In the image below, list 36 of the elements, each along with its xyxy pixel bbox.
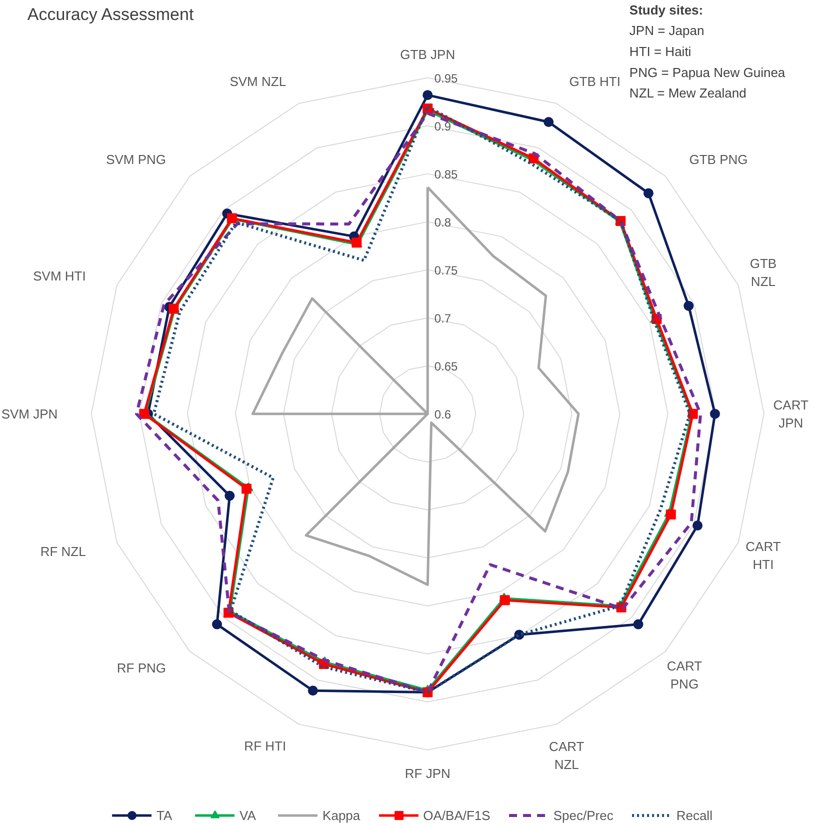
y-tick-label: 0.65	[434, 359, 458, 374]
spoke-label: SVM NZL	[230, 74, 286, 90]
spoke-label: RF JPN	[404, 766, 450, 781]
spoke-label: CART NZL	[549, 738, 584, 772]
legend-label: OA/BA/F1S	[423, 808, 490, 822]
legend-label: Recall	[676, 808, 712, 822]
spoke-label: RF PNG	[116, 660, 166, 676]
legend-label: Kappa	[322, 808, 360, 822]
y-tick-label: 0.95	[434, 71, 458, 86]
text: HTI = Haiti	[629, 44, 692, 59]
spoke-label: RF NZL	[40, 544, 86, 559]
y-tick-label: 0.85	[434, 167, 458, 182]
spoke-label: SVM PNG	[106, 152, 166, 168]
chart-title: Accuracy Assessment	[27, 5, 194, 24]
spoke-label: RF HTI	[244, 738, 286, 754]
spoke-label: GTB HTI	[569, 74, 620, 90]
spoke-label: CART HTI	[746, 538, 781, 572]
spoke-label: SVM JPN	[1, 406, 58, 422]
text: Study sites:	[629, 2, 704, 18]
spoke-label: GTB JPN	[400, 46, 456, 62]
y-tick-label: 0.6	[434, 407, 452, 422]
y-tick-label: 0.9	[434, 119, 452, 134]
spoke-label: SVM HTI	[33, 268, 86, 284]
y-tick-label: 0.75	[434, 263, 458, 278]
spoke-label: CART JPN	[773, 397, 809, 430]
text: NZL = Mew Zealand	[629, 86, 746, 101]
y-tick-label: 0.8	[434, 215, 452, 230]
text: PNG = Papua New Guinea	[629, 64, 786, 80]
text: JPN = Japan	[629, 23, 704, 38]
legend-label: VA	[240, 808, 257, 822]
legend-label: TA	[156, 808, 174, 822]
y-tick-label: 0.7	[434, 311, 452, 326]
legend-label: Spec/Prec	[553, 808, 614, 822]
spoke-label: GTB PNG	[689, 152, 748, 168]
spoke-label: CART PNG	[666, 658, 702, 692]
spoke-label: GTB NZL	[750, 256, 777, 289]
